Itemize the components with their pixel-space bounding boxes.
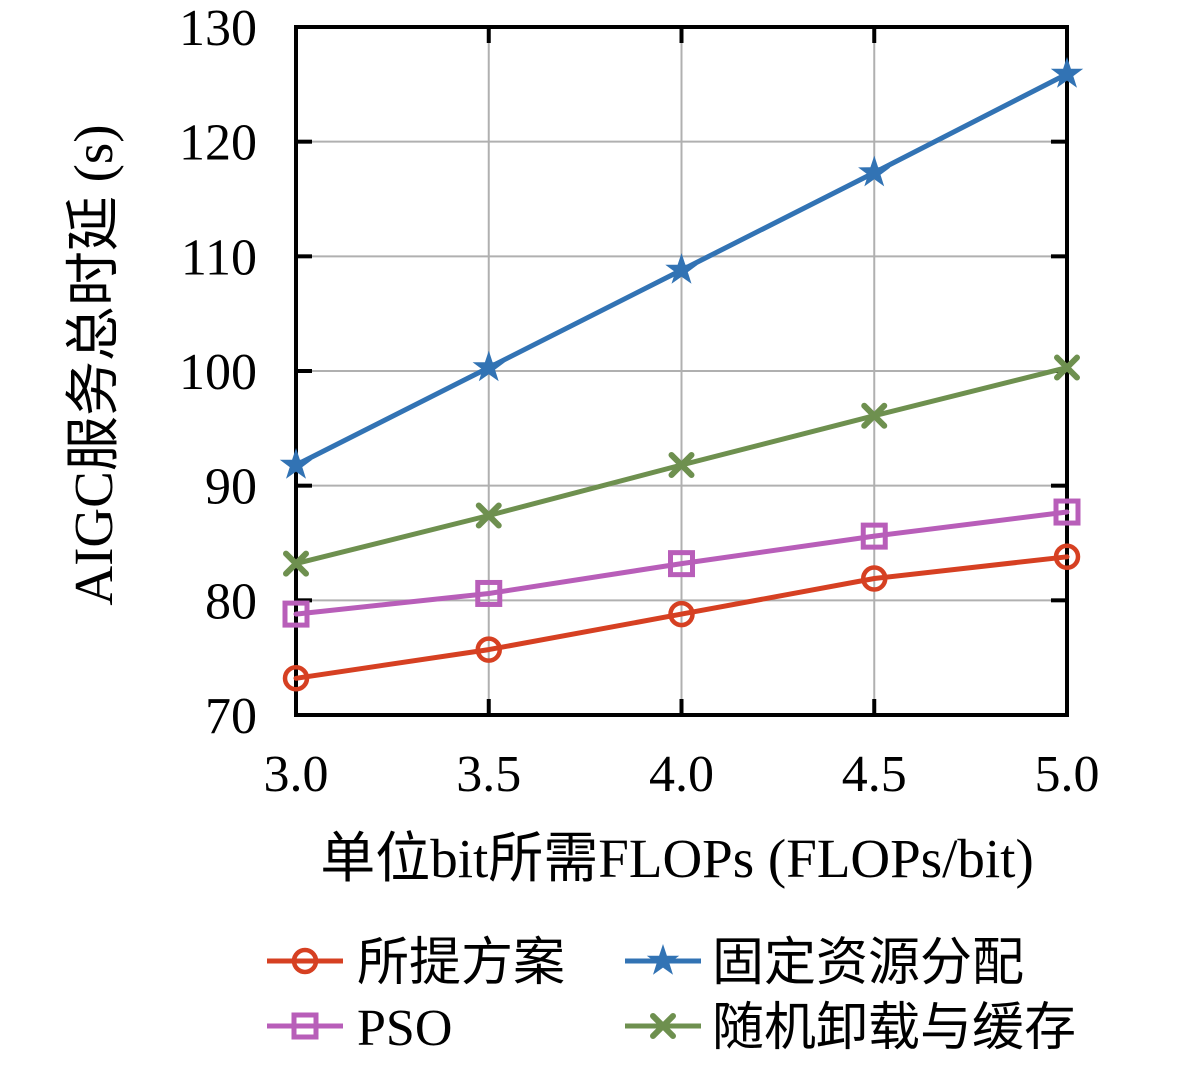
- y-tick-label: 80: [205, 573, 257, 630]
- series-3: [283, 354, 1080, 577]
- circle-marker: [861, 565, 888, 592]
- legend-label-pso: PSO: [357, 1000, 452, 1057]
- series-line: [293, 554, 1070, 681]
- series-line: [293, 509, 1070, 617]
- circle-marker: [668, 600, 695, 628]
- circle-marker: [475, 636, 502, 663]
- square-marker: [668, 550, 695, 578]
- circle-marker: [1053, 543, 1081, 571]
- square-marker: [282, 600, 310, 628]
- star-marker: [279, 448, 313, 479]
- legend-label-random-offload-cache: 随机卸载与缓存: [712, 1000, 1076, 1057]
- star-marker: [858, 155, 891, 187]
- data-series: [279, 57, 1084, 692]
- circle-marker: [282, 665, 310, 692]
- y-tick-label: 110: [181, 229, 257, 286]
- y-tick-label: 120: [179, 115, 257, 172]
- series-1: [282, 498, 1081, 628]
- square-marker: [860, 522, 888, 550]
- series-2: [279, 57, 1084, 479]
- star-marker: [472, 350, 505, 382]
- star-marker: [646, 944, 680, 975]
- x-tick-label: 3.0: [264, 746, 329, 803]
- x-marker: [861, 402, 888, 429]
- x-marker: [668, 452, 695, 479]
- square-marker: [475, 579, 503, 607]
- tick-labels: 70 80 90 100 110 120 130 3.0 3.5 4.0 4.5 5.0: [179, 0, 1100, 803]
- y-tick-label: 90: [205, 459, 257, 516]
- y-tick-label: 70: [205, 688, 257, 745]
- x-tick-label: 3.5: [456, 746, 521, 803]
- x-marker: [283, 550, 309, 577]
- legend-label-fixed-allocation: 固定资源分配: [712, 935, 1024, 992]
- x-axis-label: 单位bit所需FLOPs (FLOPs/bit): [320, 828, 1034, 889]
- legend-markers: [267, 944, 701, 1040]
- x-tick-label: 4.5: [842, 746, 907, 803]
- circle-marker: [291, 947, 319, 975]
- x-tick-label: 4.0: [649, 746, 714, 803]
- series-0: [282, 543, 1081, 692]
- legend-label-proposed: 所提方案: [357, 935, 565, 992]
- x-marker: [1054, 354, 1080, 381]
- star-marker: [1050, 57, 1084, 88]
- square-marker: [1053, 498, 1081, 526]
- y-tick-label: 100: [179, 344, 257, 401]
- x-tick-label: 5.0: [1035, 746, 1100, 803]
- x-marker: [650, 1013, 676, 1039]
- y-tick-label: 130: [179, 0, 257, 57]
- star-marker: [665, 253, 698, 284]
- square-marker: [291, 1012, 319, 1040]
- legend: 所提方案 PSO 固定资源分配 随机卸载与缓存: [267, 935, 1076, 1057]
- x-marker: [475, 502, 502, 529]
- y-axis-label: AIGC服务总时延 (s): [63, 124, 124, 605]
